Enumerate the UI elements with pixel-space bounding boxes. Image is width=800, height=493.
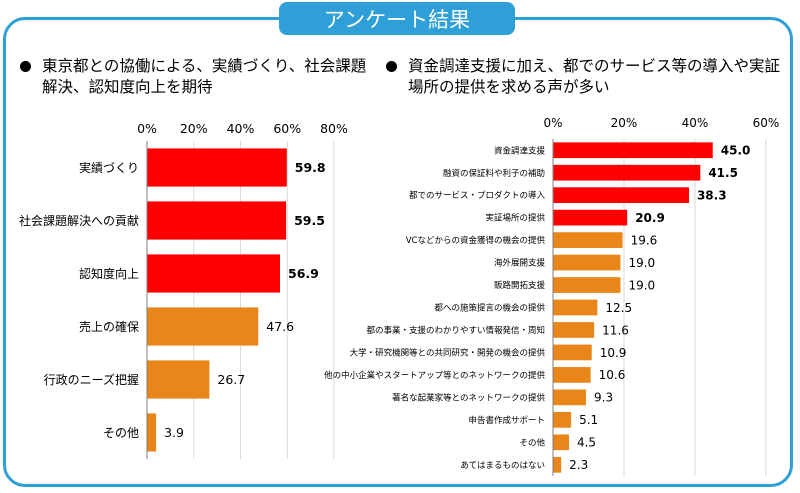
bar [147, 254, 281, 293]
left-heading: 東京都との協働による、実績づくり、社会課題解決、認知度向上を期待 [20, 56, 380, 98]
data-label: 26.7 [217, 372, 245, 387]
data-label: 3.9 [164, 425, 184, 440]
right-heading-text: 資金調達支援に加え、都でのサービス等の導入や実証場所の提供を求める声が多い [408, 57, 781, 96]
tick-label: 80% [320, 121, 348, 136]
category-label: 社会課題解決への貢献 [19, 213, 139, 228]
tick-label: 40% [227, 121, 255, 136]
tick-label: 60% [273, 121, 301, 136]
category-label: 認知度向上 [79, 266, 139, 281]
category-label: 実績づくり [79, 160, 139, 175]
data-label: 59.8 [295, 160, 326, 175]
data-label: 59.5 [294, 213, 325, 228]
bar [147, 201, 287, 240]
bar [147, 413, 157, 452]
tick-label: 20% [180, 121, 208, 136]
category-label: その他 [103, 426, 139, 440]
bar [147, 148, 287, 187]
bar [147, 360, 210, 399]
bullet-icon [20, 61, 31, 72]
tick-label: 0% [137, 121, 157, 136]
data-label: 47.6 [266, 319, 294, 334]
category-label: 行政のニーズ把握 [44, 372, 139, 387]
category-label: 売上の確保 [79, 319, 139, 334]
panel-frame [3, 17, 793, 487]
bullet-icon [386, 61, 397, 72]
right-heading: 資金調達支援に加え、都でのサービス等の導入や実証場所の提供を求める声が多い [386, 56, 786, 98]
bar [147, 307, 259, 346]
data-label: 56.9 [288, 266, 319, 281]
page-title: アンケート結果 [279, 2, 515, 35]
left-heading-text: 東京都との協働による、実績づくり、社会課題解決、認知度向上を期待 [42, 57, 367, 96]
